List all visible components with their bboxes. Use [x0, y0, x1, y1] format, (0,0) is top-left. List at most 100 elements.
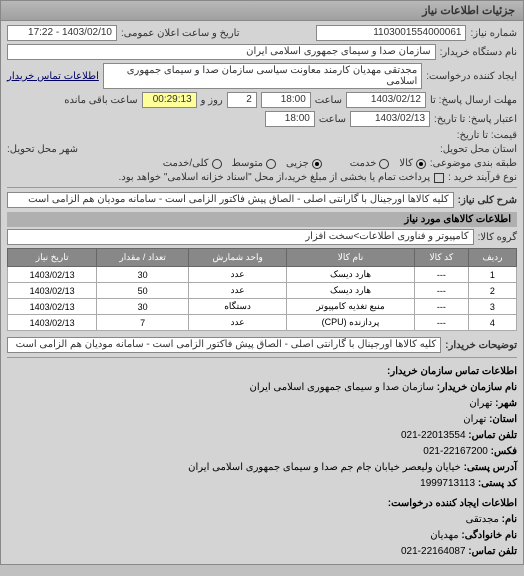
table-cell: 1403/02/13: [8, 283, 97, 299]
radio-khedmat[interactable]: [379, 159, 389, 169]
table-cell: 7: [97, 315, 189, 331]
window-title: جزئیات اطلاعات نیاز: [1, 1, 523, 21]
table-cell: هارد دیسک: [287, 267, 415, 283]
process-checkbox-label: پرداخت تمام یا بخشی از مبلغ خرید،از محل …: [119, 172, 431, 183]
radio-khedmat-label: خدمت: [350, 158, 377, 169]
table-cell: ---: [414, 315, 468, 331]
table-cell: عدد: [188, 283, 286, 299]
table-cell: هارد دیسک: [287, 283, 415, 299]
classification-radios: کالا خدمت: [350, 158, 426, 169]
requester-label: ایجاد کننده درخواست:: [426, 71, 517, 82]
th-4: تعداد / مقدار: [97, 249, 189, 267]
goods-section-header: اطلاعات کالاهای مورد نیاز: [7, 212, 517, 227]
radio-motavaset[interactable]: [266, 159, 276, 169]
creator-name-value: مجدتقی: [466, 514, 499, 525]
table-row: 1---هارد دیسکعدد301403/02/13: [8, 267, 517, 283]
table-cell: دستگاه: [188, 299, 286, 315]
validity-time-label: ساعت: [319, 114, 346, 125]
validity-date-field: 1403/02/13: [350, 111, 430, 127]
table-row: 3---منبع تغذیه کامپیوتردستگاه301403/02/1…: [8, 299, 517, 315]
th-0: ردیف: [468, 249, 516, 267]
creator-name-label: نام:: [502, 514, 517, 525]
goods-table: ردیف کد کالا نام کالا واحد شمارش تعداد /…: [7, 248, 517, 331]
table-cell: عدد: [188, 315, 286, 331]
table-cell: منبع تغذیه کامپیوتر: [287, 299, 415, 315]
remain-field: 00:29:13: [142, 92, 197, 108]
requester-field: مجدتقی مهدیان کارمند معاونت سیاسی سازمان…: [103, 63, 422, 89]
description-field: کلیه کالاها اورجینال با گارانتی اصلی - ا…: [7, 192, 454, 208]
validity-label: اعتبار پاسخ: تا تاریخ:: [434, 114, 517, 125]
table-cell: 1403/02/13: [8, 299, 97, 315]
table-row: 4---پردازنده (CPU)عدد71403/02/13: [8, 315, 517, 331]
th-3: واحد شمارش: [188, 249, 286, 267]
price-label: قیمت: تا تاریخ:: [457, 130, 517, 141]
radio-kala-label: کالا: [399, 158, 413, 169]
phone-label: تلفن تماس:: [468, 430, 517, 441]
province-value: تهران: [463, 414, 486, 425]
creator-phone-value: 22164087-021: [401, 546, 466, 557]
table-cell: ---: [414, 299, 468, 315]
remain-label: ساعت باقی مانده: [64, 95, 137, 106]
table-cell: 2: [468, 283, 516, 299]
address-label: آدرس پستی:: [464, 462, 517, 473]
address-value: خیایان ولیعصر خیابان جام جم صدا و سیمای …: [188, 462, 461, 473]
group-field: کامپیوتر و فناوری اطلاعات>سخت افزار: [7, 229, 474, 245]
creator-header: اطلاعات ایجاد کننده درخواست:: [7, 496, 517, 512]
th-1: کد کالا: [414, 249, 468, 267]
table-cell: 50: [97, 283, 189, 299]
datetime-label: تاریخ و ساعت اعلان عمومی:: [121, 28, 240, 39]
table-cell: 1: [468, 267, 516, 283]
delivery-city-label: شهر محل تحویل:: [7, 144, 78, 155]
city-label: شهر:: [495, 398, 517, 409]
table-cell: 3: [468, 299, 516, 315]
radio-jozi[interactable]: [312, 159, 322, 169]
process-label: نوع فرآیند خرید :: [448, 172, 517, 183]
table-cell: 4: [468, 315, 516, 331]
phone-value: 22013554-021: [401, 430, 466, 441]
org-label: نام سازمان خریدار:: [437, 382, 517, 393]
buyer-notes-field: کلیه کالاها اورجینال با گارانتی اصلی - ا…: [7, 337, 441, 353]
table-cell: 1403/02/13: [8, 315, 97, 331]
table-cell: 30: [97, 267, 189, 283]
radio-koli-label: کلی/خدمت: [163, 158, 209, 169]
type-radios: جزیی متوسط کلی/خدمت: [163, 158, 322, 169]
contact-link[interactable]: اطلاعات تماس خریدار: [7, 71, 99, 82]
table-cell: 30: [97, 299, 189, 315]
description-label: شرح کلی نیاز:: [458, 195, 517, 206]
fax-label: فکس:: [491, 446, 517, 457]
days-label: روز و: [201, 95, 223, 106]
classification-label: طبقه بندی موضوعی:: [430, 158, 517, 169]
deadline-time-label: ساعت: [315, 95, 342, 106]
deadline-date-field: 1403/02/12: [346, 92, 426, 108]
table-row: 2---هارد دیسکعدد501403/02/13: [8, 283, 517, 299]
table-cell: عدد: [188, 267, 286, 283]
postal-value: 1999713113: [420, 478, 475, 489]
creator-phone-label: تلفن تماس:: [468, 546, 517, 557]
table-cell: ---: [414, 283, 468, 299]
radio-kala[interactable]: [416, 159, 426, 169]
number-label: شماره نیاز:: [470, 28, 517, 39]
buyer-device-field: سازمان صدا و سیمای جمهوری اسلامی ایران: [7, 44, 436, 60]
deadline-time-field: 18:00: [261, 92, 311, 108]
contact-header: اطلاعات تماس سازمان خریدار:: [7, 364, 517, 380]
buyer-notes-label: توضیحات خریدار:: [445, 340, 517, 351]
days-field: 2: [227, 92, 257, 108]
postal-label: کد پستی:: [478, 478, 517, 489]
radio-jozi-label: جزیی: [286, 158, 309, 169]
creator-family-label: نام خانوادگی:: [461, 530, 517, 541]
province-label: استان:: [489, 414, 517, 425]
process-checkbox[interactable]: [434, 173, 444, 183]
buyer-device-label: نام دستگاه خریدار:: [440, 47, 517, 58]
table-cell: 1403/02/13: [8, 267, 97, 283]
th-2: نام کالا: [287, 249, 415, 267]
number-field: 1103001554000061: [316, 25, 466, 41]
delivery-place-label: استان محل تحویل:: [440, 144, 517, 155]
group-label: گروه کالا:: [478, 232, 517, 243]
radio-motavaset-label: متوسط: [232, 158, 263, 169]
radio-koli[interactable]: [212, 159, 222, 169]
table-cell: ---: [414, 267, 468, 283]
org-value: سازمان صدا و سیمای جمهوری اسلامی ایران: [249, 382, 433, 393]
deadline-send-label: مهلت ارسال پاسخ: تا: [430, 95, 517, 106]
table-cell: پردازنده (CPU): [287, 315, 415, 331]
validity-time-field: 18:00: [265, 111, 315, 127]
